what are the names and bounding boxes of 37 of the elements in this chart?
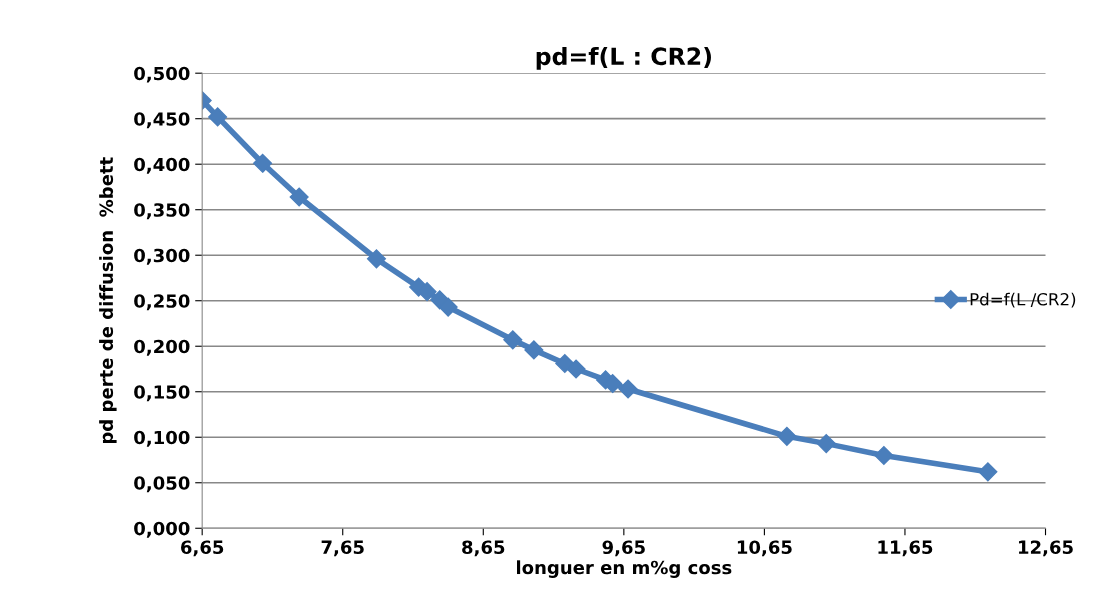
y-tick-label: 0,000 <box>134 521 190 538</box>
point <box>208 107 228 127</box>
y-tick-label: 0,050 <box>134 476 190 493</box>
point <box>417 282 437 302</box>
point <box>978 462 998 482</box>
y-tick-label: 0,500 <box>134 66 190 83</box>
point <box>366 249 387 269</box>
x-tick-label: 12,65 <box>1018 540 1073 557</box>
x-tick-label: 11,65 <box>878 540 933 557</box>
x-tick-label: 9,65 <box>602 540 645 557</box>
x-axis-title: longuer en m%g coss <box>516 560 732 578</box>
chart-title: pd=f(L : CR2) <box>536 46 711 70</box>
y-tick-label: 0,400 <box>134 157 190 174</box>
legend-label: Pd=f(L /CR2) <box>970 292 1076 308</box>
x-tick-label: 8,65 <box>462 540 505 557</box>
point <box>555 353 575 374</box>
point <box>438 297 458 317</box>
x-tick-label: 7,65 <box>321 540 364 557</box>
point <box>289 187 309 207</box>
point <box>503 330 523 350</box>
y-tick-label: 0,300 <box>134 248 190 265</box>
y-tick-label: 0,450 <box>134 112 190 129</box>
point <box>816 434 836 454</box>
point <box>874 445 894 465</box>
y-tick-label: 0,150 <box>134 385 190 402</box>
y-axis-title: pd perte de diffusion %bett <box>99 157 117 444</box>
point <box>618 379 638 399</box>
x-tick-label: 6,65 <box>181 540 224 557</box>
y-tick-label: 0,200 <box>134 339 190 356</box>
x-tick-label: 10,65 <box>737 540 792 557</box>
point <box>524 340 544 360</box>
point <box>566 359 586 379</box>
point <box>777 426 797 446</box>
y-tick-label: 0,250 <box>134 294 190 311</box>
point <box>253 153 273 173</box>
y-tick-label: 0,350 <box>134 203 190 220</box>
y-tick-label: 0,100 <box>134 430 190 447</box>
